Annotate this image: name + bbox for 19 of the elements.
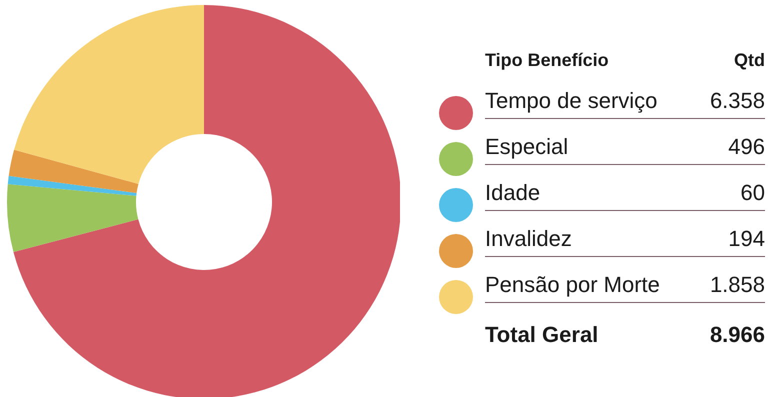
donut-slice <box>8 176 137 196</box>
donut-slice <box>8 150 138 193</box>
data-label: 496 <box>728 134 765 160</box>
text: Total Geral <box>485 322 598 348</box>
donut-slice <box>7 184 138 252</box>
text: Qtd <box>734 50 765 70</box>
donut-slice <box>13 5 400 397</box>
legend-label: Invalidez <box>485 226 572 252</box>
data-label: 1.858 <box>710 272 765 298</box>
data-label: 60 <box>740 180 765 206</box>
legend-label: Pensão por Morte <box>485 272 660 298</box>
data-label: 194 <box>728 226 765 252</box>
legend-label: Especial <box>485 134 568 160</box>
text: 8.966 <box>710 322 765 348</box>
legend-title: Tipo Benefício <box>485 50 609 70</box>
data-label: 6.358 <box>710 88 765 114</box>
legend-label: Idade <box>485 180 540 206</box>
legend-label: Tempo de serviço <box>485 88 658 114</box>
donut-slice <box>14 5 204 184</box>
